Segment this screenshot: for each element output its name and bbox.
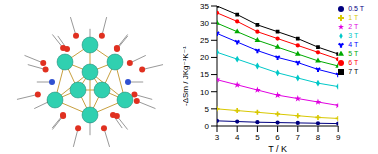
html-text:3 T: 3 T <box>348 32 359 39</box>
svg-text:15: 15 <box>200 70 209 79</box>
svg-text:-ΔSm / JKg⁻¹K⁻¹: -ΔSm / JKg⁻¹K⁻¹ <box>183 46 190 106</box>
html-text:1 T: 1 T <box>348 14 359 21</box>
svg-text:25: 25 <box>200 36 209 45</box>
svg-text:T / K: T / K <box>268 144 287 154</box>
html-text:5 T: 5 T <box>348 50 359 57</box>
html-text:4 T: 4 T <box>348 41 359 48</box>
html-text:2 T: 2 T <box>348 23 359 30</box>
svg-text:4: 4 <box>235 133 240 142</box>
svg-text:35: 35 <box>200 2 209 11</box>
svg-text:8: 8 <box>316 133 321 142</box>
svg-text:9: 9 <box>336 133 341 142</box>
html-text:6 T: 6 T <box>348 59 359 66</box>
svg-text:5: 5 <box>255 133 260 142</box>
html-text:7 T: 7 T <box>348 68 359 75</box>
svg-text:7: 7 <box>296 133 301 142</box>
svg-text:10: 10 <box>200 88 209 97</box>
svg-text:5: 5 <box>205 105 210 114</box>
svg-text:3: 3 <box>215 133 220 142</box>
svg-text:30: 30 <box>200 19 209 28</box>
html-text:0.5 T: 0.5 T <box>348 5 364 12</box>
svg-text:6: 6 <box>275 133 280 142</box>
svg-text:20: 20 <box>200 53 209 62</box>
svg-text:0: 0 <box>205 122 210 131</box>
